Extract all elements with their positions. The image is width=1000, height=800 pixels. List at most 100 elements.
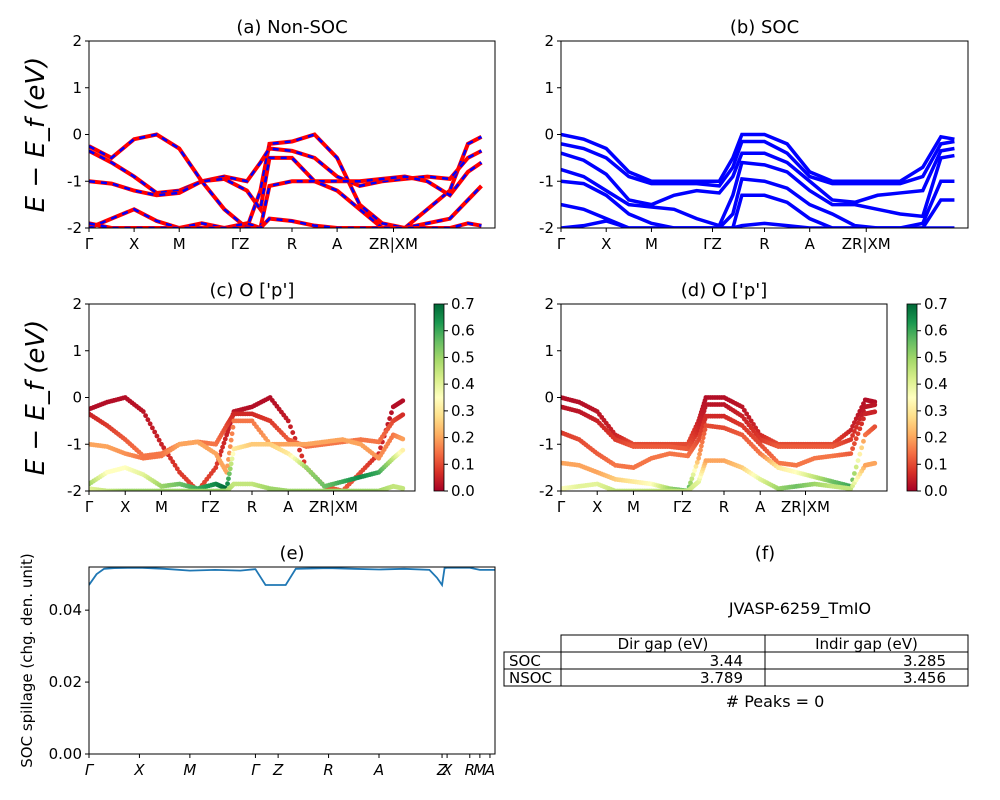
table-row-label: NSOC [509, 669, 552, 687]
band-point [288, 424, 293, 430]
x-tick-label: A [755, 498, 766, 516]
y-axis-label: E − E_f (eV) [21, 57, 51, 213]
x-tick-label: ΓZ [703, 235, 722, 253]
band-point [859, 421, 865, 427]
x-tick-label: A [484, 761, 495, 779]
panel-e: 0.000.020.04Γ X M Γ Z R A ZX RMA(e)SOC spillage … [18, 543, 496, 779]
x-tick-label: X [133, 761, 145, 779]
axes-frame [88, 303, 416, 492]
band-line [561, 146, 955, 207]
x-tick-label: X [129, 235, 139, 253]
x-tick-label: R [719, 498, 729, 516]
band-line-down [89, 133, 483, 228]
x-tick-label: M [155, 498, 168, 516]
x-tick-label: Γ [85, 498, 94, 516]
band-point [852, 441, 857, 447]
band-point [701, 431, 707, 437]
colorbar-tick-label: 0.0 [924, 482, 948, 500]
x-tick-label: ZR|XM [781, 498, 830, 516]
x-tick-label: Γ [557, 235, 566, 253]
y-tick-label: 2 [544, 295, 554, 313]
band-point [226, 476, 231, 482]
band-line [561, 193, 955, 228]
band-point [861, 438, 866, 444]
y-tick-label: 1 [72, 79, 82, 97]
y-tick-label: 2 [544, 32, 554, 50]
table-header-indir: Indir gap (eV) [815, 635, 918, 653]
band-point [853, 416, 859, 422]
x-tick-label: M [473, 761, 486, 779]
band-point [147, 421, 153, 427]
band-point [229, 456, 235, 462]
band-point [297, 447, 302, 453]
plot-area-c [89, 395, 406, 491]
x-tick-label: ZR|XM [842, 235, 891, 253]
y-tick-label: -2 [67, 219, 82, 237]
x-tick-label: R [759, 235, 769, 253]
y-tick-label: 0.02 [49, 673, 82, 691]
band-point [400, 485, 406, 491]
band-point [699, 439, 705, 445]
colorbar-tick-label: 0.6 [924, 322, 948, 340]
band-point [857, 408, 863, 414]
x-tick-label: Γ [85, 235, 94, 253]
band-point [154, 433, 160, 439]
plot-area-e [89, 567, 495, 588]
band-point [857, 426, 863, 432]
x-tick-label: ΓZ [231, 235, 250, 253]
x-tick-label: R [247, 498, 257, 516]
band-point [221, 440, 227, 446]
table-indir-gap: 3.285 [903, 652, 946, 670]
band-point [689, 476, 695, 482]
band-point [852, 471, 857, 476]
band-point [872, 402, 878, 408]
table-header-dir: Dir gap (eV) [618, 635, 709, 653]
band-point [746, 414, 752, 420]
peaks-label: # Peaks = 0 [726, 692, 825, 711]
colorbar-tick-label: 0.2 [924, 429, 948, 447]
band-point [168, 455, 173, 461]
band-line [561, 219, 955, 228]
band-point [230, 451, 236, 457]
band-point [161, 445, 167, 451]
band-line-down [89, 156, 483, 213]
x-tick-label: M [645, 235, 658, 253]
band-point [861, 416, 866, 422]
y-tick-label: 0 [72, 389, 82, 407]
y-tick-label: 1 [544, 79, 554, 97]
band-point [850, 446, 855, 452]
table-dir-gap: 3.789 [700, 669, 743, 687]
band-point [853, 464, 859, 470]
colorbar-tick-label: 0.7 [451, 295, 475, 313]
band-point [220, 444, 225, 450]
x-tick-label: ZR|XM [369, 235, 418, 253]
band-point [159, 441, 164, 447]
colorbar-tick-label: 0.5 [924, 348, 948, 366]
panel-title: (c) O ['p'] [210, 280, 295, 301]
material-name: JVASP-6259_TmIO [728, 599, 871, 619]
y-axis-label: SOC spillage (chg. den. unit) [18, 553, 36, 768]
colorbar-tick-label: 0.4 [924, 375, 948, 393]
x-tick-label: M [627, 498, 640, 516]
band-point [741, 407, 747, 413]
band-point [698, 447, 703, 453]
band-point [222, 436, 228, 442]
y-tick-label: -2 [539, 482, 554, 500]
x-tick-label: Z [436, 761, 448, 779]
band-point [744, 411, 750, 417]
x-tick-label: R [323, 761, 333, 779]
y-tick-label: -1 [539, 172, 554, 190]
colorbar [906, 303, 918, 492]
y-tick-label: -2 [539, 219, 554, 237]
y-tick-label: 2 [72, 32, 82, 50]
band-point [872, 424, 878, 430]
plot-area-d [561, 395, 878, 491]
y-tick-label: -1 [67, 435, 82, 453]
band-point [855, 420, 861, 426]
y-tick-label: 1 [544, 342, 554, 360]
band-point [227, 466, 233, 472]
y-tick-label: 0.04 [49, 601, 82, 619]
band-point [690, 472, 696, 478]
band-point [850, 424, 855, 429]
band-point [850, 433, 855, 438]
